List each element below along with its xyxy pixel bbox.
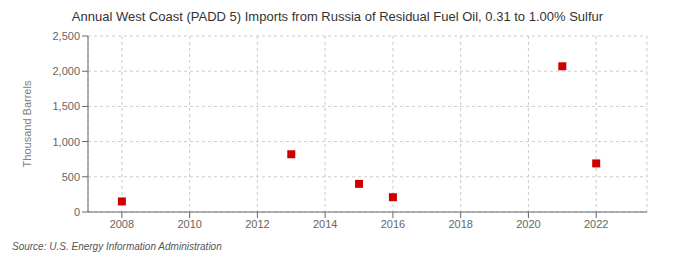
svg-text:2,000: 2,000 (52, 65, 80, 77)
svg-text:2010: 2010 (177, 218, 201, 230)
svg-text:2016: 2016 (381, 218, 405, 230)
svg-text:1,000: 1,000 (52, 136, 80, 148)
svg-text:500: 500 (62, 171, 80, 183)
svg-text:2014: 2014 (313, 218, 337, 230)
svg-text:2008: 2008 (110, 218, 134, 230)
html-text:Source: U.S. Energy Informatio: Source: U.S. Energy Information Administ… (12, 241, 222, 252)
svg-text:Thousand Barrels: Thousand Barrels (21, 80, 33, 167)
svg-text:2018: 2018 (448, 218, 472, 230)
svg-text:2,500: 2,500 (52, 30, 80, 42)
html-text:Annual West Coast (PADD 5) Imp: Annual West Coast (PADD 5) Imports from … (71, 9, 604, 24)
svg-text:2020: 2020 (516, 218, 540, 230)
svg-text:2012: 2012 (245, 218, 269, 230)
svg-text:1,500: 1,500 (52, 100, 80, 112)
svg-text:0: 0 (74, 206, 80, 218)
svg-text:2022: 2022 (584, 218, 608, 230)
